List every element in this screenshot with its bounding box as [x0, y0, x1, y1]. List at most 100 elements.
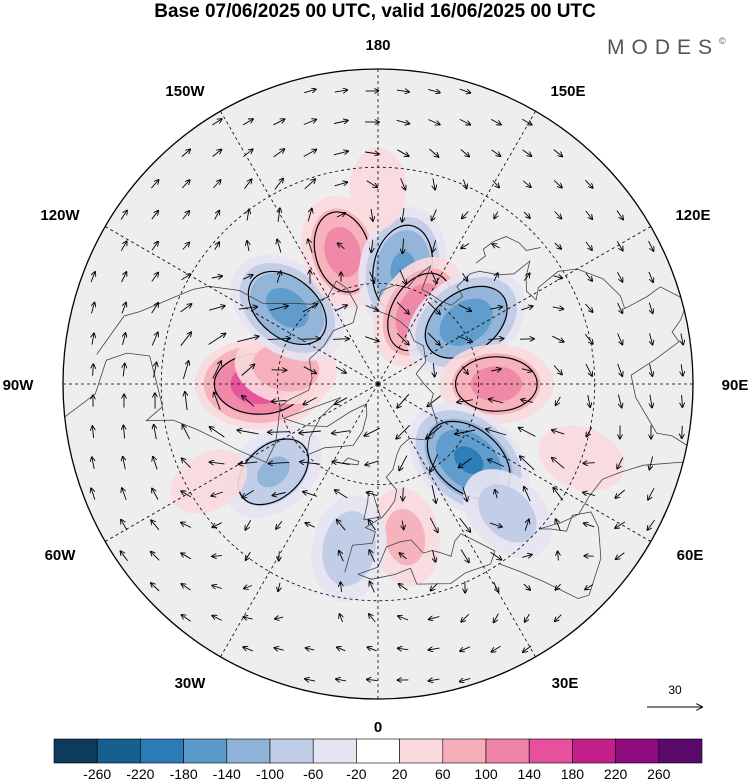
wind-vector: [489, 399, 504, 404]
meridian: [105, 226, 379, 385]
wind-vector: [616, 552, 625, 559]
wind-vector: [552, 458, 565, 469]
wind-vector: [429, 517, 438, 533]
wind-vector: [648, 488, 655, 499]
wind-vector: [617, 302, 623, 313]
coastline: [357, 533, 496, 585]
lon-label-30w: 30W: [175, 675, 207, 692]
wind-vector: [337, 647, 346, 651]
wind-vector: [397, 393, 410, 408]
wind-vector: [617, 457, 624, 468]
wind-vector: [212, 119, 221, 126]
wind-vector: [554, 211, 562, 219]
wind-vector: [300, 462, 321, 464]
wind-vector: [396, 424, 411, 439]
wind-vector: [681, 333, 683, 345]
wind-vector: [399, 455, 408, 471]
coastline: [64, 306, 358, 463]
wind-vector: [120, 211, 127, 220]
colorbar-tick-label: -20: [346, 766, 366, 782]
meridian: [377, 383, 651, 542]
wind-vector: [553, 149, 563, 157]
wind-vector: [274, 648, 284, 650]
wind-vector: [211, 491, 223, 496]
wind-vector: [339, 551, 344, 562]
wind-vector: [524, 519, 529, 531]
wind-vector: [460, 646, 471, 651]
wind-vector: [337, 520, 346, 531]
wind-vector: [365, 336, 379, 342]
lon-label-90w: 90W: [3, 377, 35, 394]
wind-vector: [333, 151, 348, 156]
wind-vector: [237, 430, 259, 435]
wind-vector: [338, 243, 345, 250]
wind-vector: [585, 272, 592, 281]
wind-vector: [555, 583, 561, 590]
wind-vector: [554, 242, 561, 249]
colorbar-swatch: [183, 738, 228, 764]
wind-vector: [303, 150, 317, 157]
wind-vector: [212, 556, 222, 557]
wind-vector: [303, 366, 316, 374]
wind-vector: [151, 211, 158, 220]
wind-vector: [340, 614, 343, 623]
wind-vector: [334, 305, 347, 312]
wind-vector: [181, 584, 191, 591]
wind-vector: [490, 119, 501, 124]
wind-vector: [650, 394, 652, 408]
wind-vector: [457, 400, 473, 403]
wind-vector: [523, 211, 530, 218]
wind-vector: [491, 149, 501, 156]
wind-vector: [273, 119, 285, 126]
wind-vector: [247, 210, 249, 221]
wind-vector: [303, 492, 318, 497]
colorbar-tick-label: -100: [256, 766, 284, 782]
wind-vector: [333, 462, 350, 465]
wind-vector: [585, 241, 592, 250]
wind-vector: [650, 333, 653, 344]
wind-vector: [521, 400, 534, 403]
wind-vector: [303, 120, 316, 125]
wind-vector: [583, 463, 595, 464]
wind-vector: [151, 303, 159, 314]
wind-vector: [123, 364, 125, 377]
wind-vector: [616, 241, 623, 250]
wind-vector: [649, 302, 652, 314]
lon-label-90e: 90E: [722, 377, 749, 394]
wind-vector: [299, 431, 321, 433]
wind-vector: [91, 488, 96, 500]
wind-vector: [459, 118, 470, 124]
wind-vector: [585, 210, 593, 219]
wind-vector: [180, 304, 192, 313]
wind-vector: [397, 149, 408, 156]
wind-vector: [494, 273, 498, 282]
wind-vector: [521, 369, 532, 371]
wind-vector: [366, 180, 377, 187]
colorbar-tick-label: 60: [435, 766, 451, 782]
wind-vector: [462, 486, 467, 501]
wind-vector: [399, 584, 408, 591]
wind-vector: [303, 397, 317, 405]
wind-vector: [243, 275, 252, 280]
wind-vector: [492, 244, 500, 248]
wind-vector: [242, 490, 255, 497]
lon-label-150w: 150W: [165, 83, 205, 100]
wind-vector: [462, 211, 469, 219]
wind-vector: [302, 304, 317, 313]
wind-vector: [494, 613, 499, 623]
anomaly-contour: [322, 511, 376, 587]
colorbar: -260 -220 -180 -140 -100 -60 -20 20 60 100 140 180 2…: [53, 738, 703, 782]
wind-vector: [370, 582, 375, 593]
wind-vector: [588, 394, 590, 407]
wind-vector: [525, 613, 530, 622]
colorbar-swatch: [658, 738, 703, 764]
wind-vector: [460, 678, 471, 681]
wind-vector: [181, 149, 190, 157]
wind-vector: [214, 211, 220, 220]
wind-vector: [682, 425, 683, 438]
wind-vector: [92, 457, 94, 469]
wind-vector: [396, 301, 409, 314]
wind-vector: [402, 238, 403, 254]
vector-reference-value: 30: [668, 683, 682, 697]
wind-vector: [617, 333, 623, 345]
